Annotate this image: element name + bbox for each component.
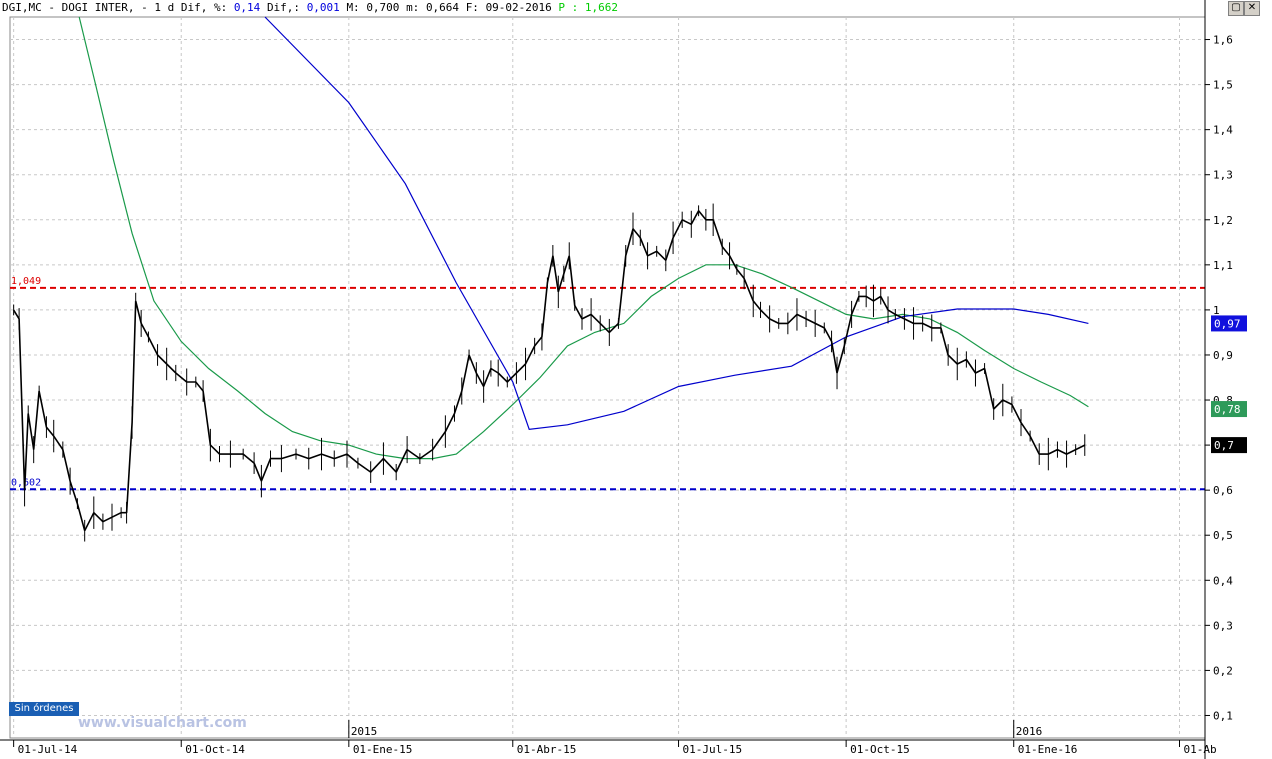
price-badge-label: 0,78	[1214, 403, 1241, 416]
ma_green-line	[78, 16, 1089, 460]
dif-abs-value: 0,001	[306, 1, 340, 14]
y-tick-label: 0,6	[1213, 484, 1233, 497]
price-badge-label: 0,7	[1214, 439, 1234, 452]
y-tick-label: 0,3	[1213, 619, 1233, 632]
dif-pct-label: Dif, %:	[180, 1, 228, 14]
close-button[interactable]: ✕	[1244, 1, 1260, 16]
level-label: 0,602	[11, 477, 41, 488]
x-tick-label: 01-Ene-15	[353, 743, 413, 756]
symbol-name: DGI,MC - DOGI INTER, -	[2, 1, 148, 14]
price-badge	[1211, 437, 1247, 454]
min-label: m:	[406, 1, 420, 14]
period: 1 d	[154, 1, 175, 14]
x-tick-label: 01-Abr-15	[517, 743, 577, 756]
x-tick-label: 01-Jul-15	[683, 743, 743, 756]
y-tick-label: 0,4	[1213, 574, 1233, 587]
dif-abs-label: Dif,:	[266, 1, 301, 14]
x-tick-label: 01-Oct-15	[850, 743, 910, 756]
moving-average-blue	[264, 16, 1089, 430]
price-series	[12, 203, 1086, 542]
y-tick-label: 1,3	[1213, 169, 1233, 182]
y-tick-label: 0,1	[1213, 709, 1233, 722]
price-badge	[1211, 401, 1247, 418]
y-tick-label: 0,9	[1213, 349, 1233, 362]
year-label: 2015	[351, 725, 378, 738]
restore-button[interactable]: ▢	[1228, 1, 1244, 16]
min-value: 0,664	[425, 1, 460, 14]
year-label: 2016	[1016, 725, 1042, 738]
grid	[9, 16, 1206, 739]
y-tick-label: 1,6	[1213, 34, 1233, 47]
x-axis: 01-Jul-14 01-Oct-14 01-Ene-15 01-Abr-15 01-J…	[0, 720, 1217, 756]
watermark: www.visualchart.com	[78, 715, 247, 731]
y-tick-label: 1	[1213, 304, 1220, 317]
horizontal-levels: 1,049 0,602	[10, 276, 1205, 491]
y-tick-label: 1,2	[1213, 214, 1233, 227]
price-badge	[1211, 315, 1247, 332]
price-line	[12, 210, 1086, 532]
level-label: 1,049	[11, 276, 41, 287]
max-label: M:	[346, 1, 360, 14]
y-tick-label: 0,5	[1213, 529, 1233, 542]
x-tick-label: 01-Jul-14	[18, 743, 78, 756]
y-tick-label: 1,5	[1213, 79, 1233, 92]
y-axis: 1,61,51,41,31,21,110,90,80,70,60,50,40,3…	[1204, 0, 1233, 759]
y-tick-label: 1,1	[1213, 259, 1233, 272]
date-value: 09-02-2016	[485, 1, 552, 14]
plot-frame	[9, 16, 1206, 739]
dif-pct-value: 0,14	[233, 1, 261, 14]
max-value: 0,700	[366, 1, 400, 14]
sin-ordenes-button[interactable]: Sin órdenes	[9, 702, 79, 716]
y-tick-label: 1,4	[1213, 124, 1233, 137]
p-value: 1,662	[584, 1, 619, 14]
date-label: F:	[465, 1, 479, 14]
x-tick-label: 01-Oct-14	[185, 743, 245, 756]
ma_blue-line	[264, 16, 1089, 430]
chart-header: DGI,MC - DOGI INTER, - 1 d Dif, %: 0,14 …	[0, 0, 1212, 16]
y-tick-label: 0,2	[1213, 664, 1233, 677]
price-badge-label: 0,97	[1214, 317, 1241, 330]
price-badges: 0,97 0,78 0,7	[1211, 315, 1247, 454]
x-tick-label: 01-Ab	[1183, 743, 1216, 756]
x-tick-label: 01-Ene-16	[1018, 743, 1078, 756]
p-label: P :	[558, 1, 579, 14]
moving-average-green	[78, 16, 1089, 460]
